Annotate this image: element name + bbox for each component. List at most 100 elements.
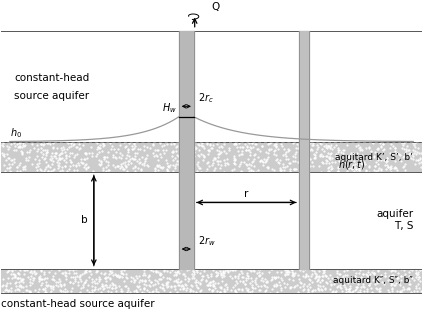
Point — [164, 281, 170, 286]
Point — [168, 284, 174, 289]
Point — [272, 144, 279, 149]
Point — [242, 282, 249, 287]
Point — [163, 167, 170, 172]
Point — [273, 283, 280, 288]
Point — [301, 282, 308, 287]
Point — [244, 273, 250, 278]
Point — [210, 281, 217, 286]
Point — [168, 142, 175, 147]
Point — [272, 147, 279, 152]
Point — [382, 163, 388, 168]
Point — [184, 160, 191, 165]
Point — [329, 159, 336, 164]
Point — [178, 266, 185, 271]
Point — [103, 283, 110, 288]
Point — [354, 142, 361, 147]
Point — [67, 141, 74, 146]
Point — [184, 285, 191, 290]
Point — [374, 287, 381, 292]
Point — [15, 163, 22, 168]
Point — [170, 149, 176, 154]
Point — [156, 276, 162, 281]
Point — [326, 151, 333, 156]
Point — [2, 288, 8, 293]
Point — [96, 274, 102, 279]
Point — [207, 280, 214, 285]
Point — [376, 285, 383, 290]
Point — [34, 167, 41, 172]
Point — [77, 290, 83, 295]
Point — [304, 288, 311, 293]
Point — [357, 147, 364, 152]
Point — [322, 157, 329, 162]
Point — [210, 142, 217, 147]
Point — [89, 151, 96, 156]
Point — [182, 283, 189, 288]
Point — [340, 148, 346, 153]
Point — [11, 273, 18, 278]
Point — [340, 275, 347, 280]
Point — [152, 165, 159, 170]
Point — [384, 156, 390, 161]
Point — [79, 161, 86, 166]
Point — [11, 280, 18, 285]
Point — [284, 163, 291, 168]
Point — [266, 147, 273, 152]
Point — [239, 275, 246, 280]
Point — [415, 151, 422, 156]
Point — [119, 288, 126, 293]
Point — [304, 162, 310, 167]
Point — [71, 152, 78, 157]
Point — [348, 167, 355, 172]
Point — [257, 149, 264, 154]
Point — [137, 147, 143, 152]
Point — [132, 274, 139, 279]
Point — [298, 165, 305, 170]
Point — [190, 144, 196, 149]
Point — [221, 149, 228, 154]
Point — [370, 277, 377, 282]
Point — [74, 273, 81, 278]
Point — [328, 150, 335, 155]
Point — [82, 162, 89, 167]
Point — [70, 281, 77, 286]
Point — [211, 167, 217, 172]
Point — [327, 279, 334, 284]
Point — [152, 152, 159, 157]
Point — [244, 163, 250, 168]
Point — [248, 140, 255, 145]
Point — [155, 164, 162, 169]
Point — [105, 275, 112, 280]
Point — [31, 145, 38, 150]
Point — [58, 145, 64, 150]
Point — [319, 159, 325, 164]
Point — [299, 268, 306, 273]
Point — [222, 289, 228, 294]
Point — [89, 280, 96, 285]
Point — [246, 144, 253, 149]
Point — [363, 272, 370, 277]
Point — [18, 149, 25, 154]
Point — [96, 277, 102, 282]
Point — [247, 162, 254, 167]
Point — [336, 164, 343, 169]
Point — [387, 169, 394, 174]
Point — [301, 287, 308, 292]
Point — [124, 153, 130, 158]
Point — [286, 161, 293, 166]
Point — [165, 165, 172, 170]
Point — [124, 288, 131, 293]
Point — [12, 274, 19, 279]
Point — [283, 270, 290, 275]
Point — [324, 159, 330, 164]
Point — [16, 280, 23, 285]
Point — [217, 268, 223, 273]
Point — [8, 162, 15, 167]
Point — [397, 152, 404, 157]
Point — [251, 266, 258, 271]
Point — [144, 162, 151, 167]
Point — [418, 159, 423, 164]
Point — [394, 288, 401, 293]
Point — [380, 141, 387, 146]
Point — [250, 156, 257, 161]
